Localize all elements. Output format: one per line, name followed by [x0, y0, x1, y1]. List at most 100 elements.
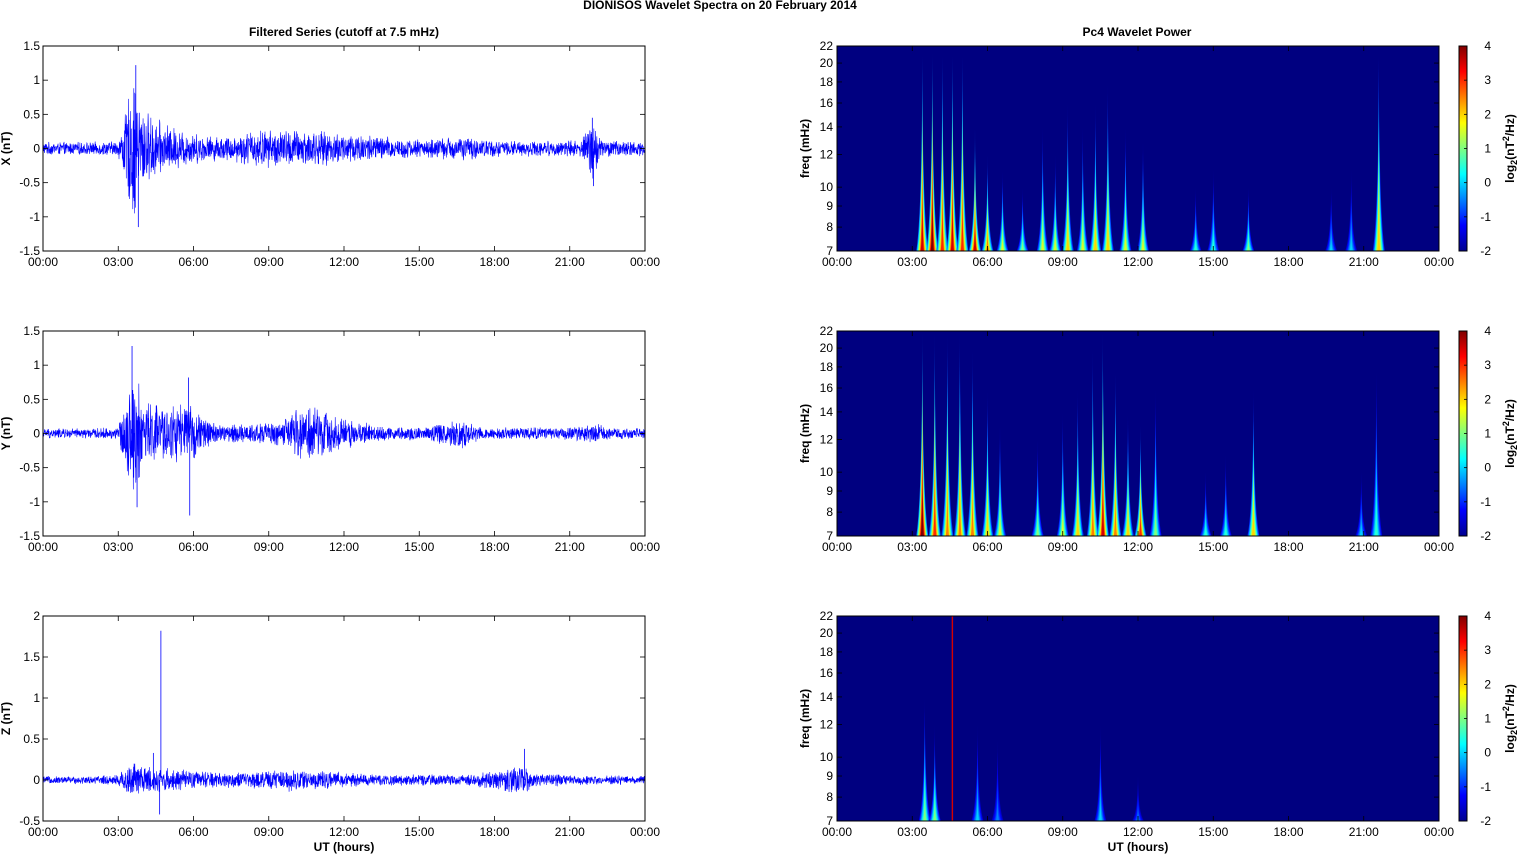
colorbar-label-part-2: (nT	[1503, 426, 1517, 445]
ytick-label-0: -1.5	[19, 529, 40, 543]
ts-xtick-label-0: 00:00	[28, 825, 58, 839]
ytick-label-6: 16	[820, 666, 834, 680]
ytick-label-4: 12	[820, 148, 834, 162]
power-burst-2	[936, 46, 949, 251]
power-burst-0-layer-5	[920, 459, 924, 536]
colorbar-label-part-4: /Hz)	[1503, 684, 1517, 706]
series-line	[42, 763, 646, 794]
power-burst-4-layer-5	[960, 174, 964, 251]
heatmap-background	[837, 331, 1439, 536]
colorbar-tick-label-4: 2	[1484, 392, 1491, 406]
colorbar-label: log2(nT2/Hz)	[1501, 114, 1519, 183]
power-burst-3-layer-5	[995, 797, 1000, 821]
ytick-label-2: -0.5	[19, 176, 40, 190]
power-burst-5-layer-5	[1136, 808, 1140, 821]
power-burst-16	[1199, 472, 1212, 536]
power-burst-3-layer-5	[950, 174, 954, 251]
wv-xtick-label-4: 12:00	[1123, 540, 1153, 554]
ts-xtick-label-2: 06:00	[178, 255, 208, 269]
power-burst-5-layer-5	[973, 211, 977, 251]
power-burst-20-layer-5	[1329, 232, 1333, 251]
power-burst-12-layer-5	[1081, 211, 1085, 251]
ts-xtick-label-4: 12:00	[329, 540, 359, 554]
colorbar-tick-label-1: -1	[1480, 780, 1491, 794]
colorbar-label-part-0: log	[1503, 735, 1517, 753]
power-burst-5	[981, 388, 994, 536]
ytick-label-5: 14	[820, 405, 834, 419]
ytick-label-1: -1	[29, 495, 40, 509]
power-burst-2-layer-5	[975, 791, 980, 821]
wv-xtick-label-2: 06:00	[972, 540, 1002, 554]
power-burst-9	[1036, 126, 1049, 251]
power-burst-18	[1207, 170, 1220, 251]
power-burst-14	[1134, 425, 1147, 536]
power-burst-19-layer-4	[1358, 507, 1364, 536]
power-burst-20	[1370, 366, 1383, 536]
ts-xtick-label-8: 00:00	[630, 255, 660, 269]
right-column-title: Pc4 Wavelet Power	[1083, 25, 1192, 39]
ytick-label-2: 9	[826, 484, 833, 498]
colorbar-tick-label-5: 3	[1484, 643, 1491, 657]
wv-xtick-label-0: 00:00	[822, 255, 852, 269]
y-axis-label: X (nT)	[0, 132, 13, 166]
ts-xtick-label-7: 21:00	[555, 825, 585, 839]
power-burst-20	[1325, 187, 1338, 251]
power-burst-14-layer-5	[1138, 501, 1143, 536]
power-burst-6	[994, 425, 1007, 536]
wv-xtick-label-7: 21:00	[1349, 540, 1379, 554]
power-burst-22-layer-5	[1377, 174, 1381, 251]
ts-xtick-label-8: 00:00	[630, 540, 660, 554]
power-burst-16	[1137, 140, 1149, 251]
colorbar-tick-label-2: 0	[1484, 176, 1491, 190]
power-burst-22	[1372, 46, 1385, 251]
wv-xtick-label-5: 15:00	[1198, 540, 1228, 554]
power-burst-10-layer-5	[1053, 221, 1057, 251]
series-line	[42, 383, 646, 490]
power-burst-0-layer-5	[920, 174, 924, 251]
power-burst-8-layer-5	[1061, 496, 1065, 536]
ts-xtick-label-6: 18:00	[479, 255, 509, 269]
ts-xtick-label-3: 09:00	[254, 540, 284, 554]
ts-xtick-label-2: 06:00	[178, 825, 208, 839]
power-burst-8-layer-4	[1060, 475, 1066, 536]
power-burst-0-layer-5	[923, 781, 927, 821]
power-burst-8	[1016, 187, 1029, 251]
ytick-label-0: 7	[826, 814, 833, 828]
ytick-label-4: 12	[820, 718, 834, 732]
colorbar-label-part-3: 2	[1501, 421, 1511, 426]
ytick-label-5: 14	[820, 120, 834, 134]
power-burst-3	[946, 46, 959, 251]
colorbar-label-part-4: /Hz)	[1503, 114, 1517, 136]
colorbar-label-part-0: log	[1503, 165, 1517, 183]
power-burst-8-layer-5	[1021, 232, 1025, 251]
power-burst-3	[953, 331, 966, 536]
power-burst-13	[1121, 411, 1134, 536]
wv-xtick-label-6: 18:00	[1273, 540, 1303, 554]
wv-xtick-label-0: 00:00	[822, 825, 852, 839]
ytick-label-8: 20	[820, 56, 834, 70]
ytick-label-6: 16	[820, 381, 834, 395]
power-burst-4	[966, 348, 979, 536]
power-burst-6	[981, 154, 994, 251]
ytick-label-7: 18	[820, 360, 834, 374]
power-burst-7	[1031, 439, 1044, 536]
power-burst-5	[1132, 776, 1144, 821]
colorbar-tick-label-6: 4	[1484, 324, 1491, 338]
power-burst-4	[956, 46, 969, 251]
power-burst-1	[928, 331, 941, 536]
colorbar-tick-label-1: -1	[1480, 495, 1491, 509]
ytick-label-7: 18	[820, 75, 834, 89]
ytick-label-5: 14	[820, 690, 834, 704]
power-burst-19	[1355, 472, 1368, 536]
ytick-label-6: 1.5	[23, 324, 40, 338]
colorbar-tick-label-3: 1	[1484, 427, 1491, 441]
power-burst-18	[1247, 388, 1260, 536]
power-burst-15-layer-5	[1154, 486, 1158, 536]
power-burst-13	[1089, 103, 1102, 251]
ytick-label-3: 10	[820, 180, 834, 194]
power-burst-9-layer-5	[1076, 486, 1080, 536]
wv-xtick-label-2: 06:00	[972, 825, 1002, 839]
wv-xtick-label-3: 09:00	[1048, 540, 1078, 554]
